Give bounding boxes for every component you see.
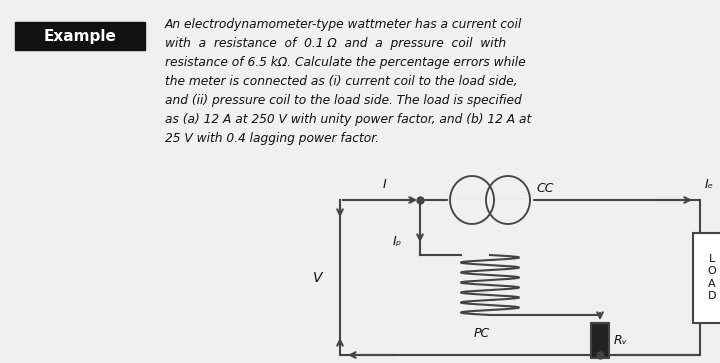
Text: 25 V with 0.4 lagging power factor.: 25 V with 0.4 lagging power factor. <box>165 132 379 145</box>
Text: as (a) 12 A at 250 V with unity power factor, and (b) 12 A at: as (a) 12 A at 250 V with unity power fa… <box>165 113 531 126</box>
Text: An electrodynamometer-type wattmeter has a current coil: An electrodynamometer-type wattmeter has… <box>165 18 522 31</box>
Text: Iₑ: Iₑ <box>705 178 714 191</box>
Text: Iₚ: Iₚ <box>393 236 402 249</box>
Text: CC: CC <box>536 182 554 195</box>
Text: V: V <box>313 270 323 285</box>
Text: L
O
A
D: L O A D <box>708 254 716 301</box>
Text: with  a  resistance  of  0.1 Ω  and  a  pressure  coil  with: with a resistance of 0.1 Ω and a pressur… <box>165 37 506 50</box>
Bar <box>693 232 720 322</box>
Text: I: I <box>383 178 387 191</box>
Text: Example: Example <box>44 29 117 44</box>
Text: the meter is connected as (i) current coil to the load side,: the meter is connected as (i) current co… <box>165 75 518 88</box>
Text: PC: PC <box>474 327 490 340</box>
Bar <box>591 323 609 358</box>
Text: resistance of 6.5 kΩ. Calculate the percentage errors while: resistance of 6.5 kΩ. Calculate the perc… <box>165 56 526 69</box>
Bar <box>15 22 145 50</box>
Text: and (ii) pressure coil to the load side. The load is specified: and (ii) pressure coil to the load side.… <box>165 94 522 107</box>
Text: Rᵥ: Rᵥ <box>614 334 628 347</box>
